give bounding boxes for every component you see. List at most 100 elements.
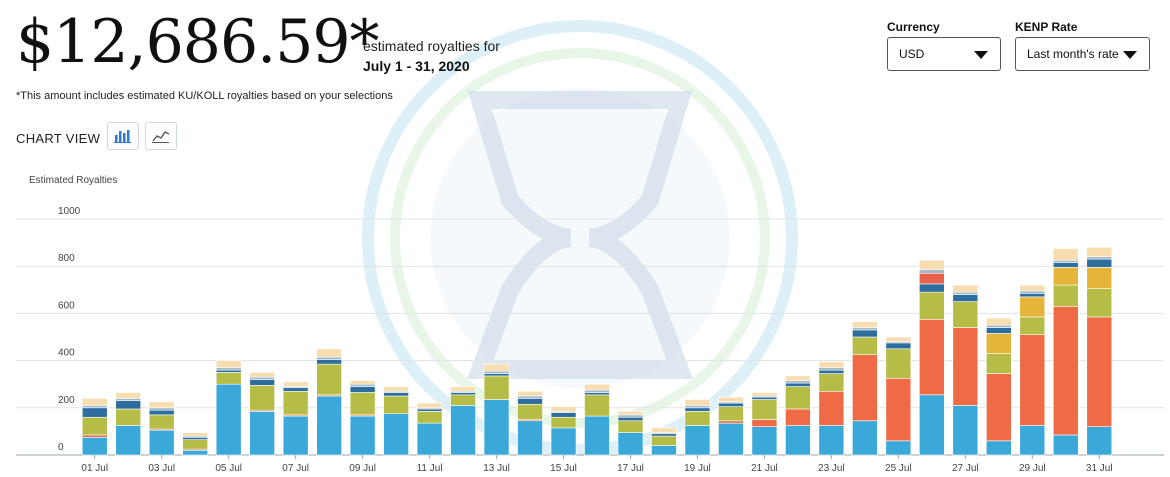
bar-segment xyxy=(885,440,912,456)
bar-segment xyxy=(785,408,811,426)
bar-segment xyxy=(450,386,476,392)
bar-segment xyxy=(81,398,108,406)
bar-segment xyxy=(818,425,845,456)
bar-segment xyxy=(416,422,443,456)
bar-segment xyxy=(785,386,811,410)
bar-segment xyxy=(215,360,242,368)
bar-segment xyxy=(550,412,577,418)
bar-segment xyxy=(249,372,275,378)
bar-segment xyxy=(617,432,644,456)
bar-segment xyxy=(148,401,175,409)
bar-segment xyxy=(383,386,409,392)
x-tick-label: 27 Jul xyxy=(952,463,979,474)
bar-segment xyxy=(450,392,476,396)
bar-segment xyxy=(952,294,979,302)
currency-select[interactable]: USD xyxy=(887,37,1001,71)
bar-segment xyxy=(215,383,242,456)
y-tick-label: 200 xyxy=(58,395,75,406)
bar-segment xyxy=(885,348,912,379)
bar-segment xyxy=(483,399,510,456)
bar-segment xyxy=(1019,334,1046,426)
bar-segment xyxy=(852,321,878,328)
x-tick-label: 31 Jul xyxy=(1086,463,1113,474)
y-tick-label: 800 xyxy=(58,253,75,264)
x-tick-label: 23 Jul xyxy=(818,463,845,474)
line-chart-view-button[interactable] xyxy=(145,122,177,150)
bar-segment xyxy=(182,449,208,456)
x-tick-label: 29 Jul xyxy=(1019,463,1046,474)
bar-segment xyxy=(517,390,543,397)
bar-segment xyxy=(919,269,945,274)
bar-segment xyxy=(115,392,142,399)
bar-segment xyxy=(919,259,945,271)
bar-segment xyxy=(818,367,845,371)
x-tick-label: 07 Jul xyxy=(282,463,309,474)
bar-segment xyxy=(517,420,543,456)
bar-segment xyxy=(584,389,610,393)
chevron-down-icon xyxy=(1123,51,1137,59)
bar-segment xyxy=(584,394,610,417)
bar-chart-view-button[interactable] xyxy=(107,122,139,150)
bar-segment xyxy=(651,445,677,456)
bar-segment xyxy=(550,427,577,456)
bar-chart-icon xyxy=(114,130,131,143)
bar-segment xyxy=(450,405,476,456)
bar-segment xyxy=(1086,267,1113,289)
bar-segment xyxy=(416,408,443,412)
bar-segment xyxy=(852,336,878,356)
bar-segment xyxy=(316,356,342,360)
bar-segment xyxy=(249,376,275,380)
bar-segment xyxy=(852,329,878,338)
bar-segment xyxy=(751,399,778,420)
bar-segment xyxy=(550,406,577,412)
bar-segment xyxy=(282,390,309,416)
bar-segment xyxy=(751,426,778,456)
bar-segment xyxy=(617,420,644,433)
bar-segment xyxy=(182,436,208,440)
x-tick-label: 13 Jul xyxy=(483,463,510,474)
currency-value: USD xyxy=(899,47,925,61)
bar-segment xyxy=(1019,316,1046,335)
x-tick-label: 21 Jul xyxy=(751,463,778,474)
bar-segment xyxy=(182,439,208,450)
kenp-rate-select[interactable]: Last month's rate xyxy=(1015,37,1150,71)
bar-segment xyxy=(81,436,108,456)
bar-segment xyxy=(148,407,175,411)
bar-segment xyxy=(383,392,409,397)
bar-segment xyxy=(584,383,610,391)
bar-segment xyxy=(249,379,275,386)
bar-segment xyxy=(349,386,376,393)
bar-segment xyxy=(1052,434,1079,456)
bar-segment xyxy=(483,363,510,372)
x-tick-label: 09 Jul xyxy=(349,463,376,474)
bar-segment xyxy=(1086,256,1113,260)
bar-segment xyxy=(349,383,376,387)
bar-segment xyxy=(483,370,510,374)
bar-segment xyxy=(517,395,543,399)
kenp-rate-value: Last month's rate xyxy=(1027,47,1119,61)
bar-segment xyxy=(517,398,543,405)
bar-segment xyxy=(986,440,1012,456)
bar-segment xyxy=(885,342,912,350)
bar-segment xyxy=(148,429,175,456)
bar-segment xyxy=(1052,248,1079,261)
bar-segment xyxy=(584,415,610,456)
bar-segment xyxy=(986,333,1012,354)
bar-segment xyxy=(684,399,711,406)
bar-segment xyxy=(718,396,744,403)
bar-segment xyxy=(684,405,711,409)
bar-segment xyxy=(785,380,811,384)
bar-segment xyxy=(818,390,845,426)
bar-segment xyxy=(282,387,309,392)
bar-segment xyxy=(617,416,644,422)
bar-segment xyxy=(684,425,711,456)
x-tick-label: 19 Jul xyxy=(684,463,711,474)
bar-segment xyxy=(852,420,878,456)
bar-segment xyxy=(416,411,443,424)
bar-segment xyxy=(986,327,1012,334)
bar-segment xyxy=(148,409,175,416)
bar-segment xyxy=(952,291,979,295)
y-axis-title: Estimated Royalties xyxy=(29,175,118,186)
bar-segment xyxy=(651,427,677,433)
bar-segment xyxy=(182,432,208,437)
